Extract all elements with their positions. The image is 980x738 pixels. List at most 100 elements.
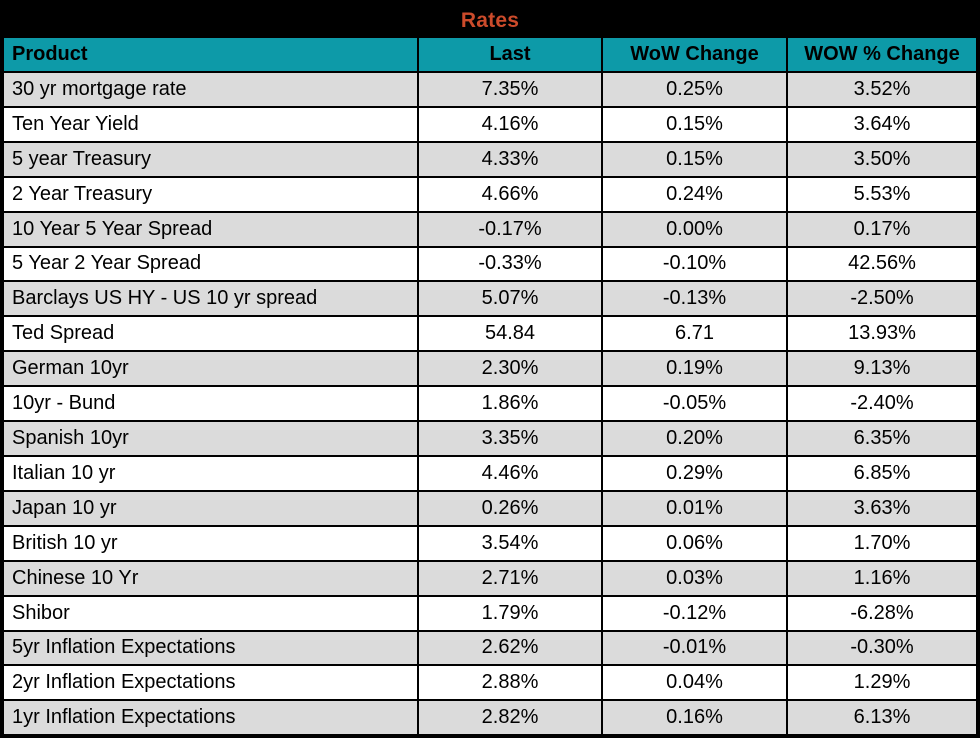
table-row: 5 Year 2 Year Spread -0.33% -0.10% 42.56% (4, 245, 976, 283)
cell-last: -0.17% (417, 210, 603, 248)
cell-wow-pct-change: 3.64% (786, 105, 976, 143)
cell-wow-change: 6.71 (601, 315, 788, 353)
table-body: 30 yr mortgage rate 7.35% 0.25% 3.52% Ten Ye… (4, 71, 976, 734)
cell-product: British 10 yr (4, 524, 419, 562)
cell-product: Barclays US HY - US 10 yr spread (4, 280, 419, 318)
cell-last: 2.30% (417, 350, 603, 388)
cell-wow-change: 0.19% (601, 350, 788, 388)
cell-product: 10 Year 5 Year Spread (4, 210, 419, 248)
cell-last: 1.79% (417, 594, 603, 632)
cell-product: 2yr Inflation Expectations (4, 664, 419, 702)
cell-wow-pct-change: 3.63% (786, 489, 976, 527)
column-header-last: Last (417, 38, 603, 73)
table-row: Barclays US HY - US 10 yr spread 5.07% -0.… (4, 280, 976, 318)
cell-last: 0.26% (417, 489, 603, 527)
table-title: Rates (4, 4, 976, 38)
cell-last: 5.07% (417, 280, 603, 318)
cell-wow-pct-change: 1.29% (786, 664, 976, 702)
table-row: 5yr Inflation Expectations 2.62% -0.01% -0.… (4, 629, 976, 667)
table-row: Japan 10 yr 0.26% 0.01% 3.63% (4, 489, 976, 527)
table-row: Spanish 10yr 3.35% 0.20% 6.35% (4, 420, 976, 457)
cell-wow-change: -0.10% (601, 245, 788, 283)
cell-wow-change: -0.13% (601, 280, 788, 318)
cell-product: Ted Spread (4, 315, 419, 353)
table-row: 30 yr mortgage rate 7.35% 0.25% 3.52% (4, 71, 976, 108)
cell-last: 3.54% (417, 524, 603, 562)
table-row: 2yr Inflation Expectations 2.88% 0.04% 1.29… (4, 664, 976, 702)
column-header-wow-change: WoW Change (601, 38, 788, 73)
cell-wow-change: 0.00% (601, 210, 788, 248)
cell-wow-pct-change: 6.85% (786, 454, 976, 492)
cell-last: 2.71% (417, 559, 603, 597)
cell-wow-change: 0.24% (601, 175, 788, 213)
cell-product: Chinese 10 Yr (4, 559, 419, 597)
cell-product: 5 Year 2 Year Spread (4, 245, 419, 283)
cell-wow-change: 0.03% (601, 559, 788, 597)
cell-last: 4.66% (417, 175, 603, 213)
cell-wow-change: -0.05% (601, 385, 788, 423)
table-row: Italian 10 yr 4.46% 0.29% 6.85% (4, 454, 976, 492)
cell-last: -0.33% (417, 245, 603, 283)
cell-wow-pct-change: 9.13% (786, 350, 976, 388)
cell-wow-pct-change: 6.13% (786, 699, 976, 734)
table-row: Shibor 1.79% -0.12% -6.28% (4, 594, 976, 632)
cell-wow-pct-change: 0.17% (786, 210, 976, 248)
table-row: 2 Year Treasury 4.66% 0.24% 5.53% (4, 175, 976, 213)
cell-wow-pct-change: -0.30% (786, 629, 976, 667)
table-row: 1yr Inflation Expectations 2.82% 0.16% 6.13… (4, 699, 976, 734)
cell-last: 2.82% (417, 699, 603, 734)
cell-wow-change: 0.15% (601, 140, 788, 178)
cell-wow-change: 0.16% (601, 699, 788, 734)
cell-product: 2 Year Treasury (4, 175, 419, 213)
cell-last: 2.62% (417, 629, 603, 667)
cell-last: 54.84 (417, 315, 603, 353)
column-header-product: Product (4, 38, 419, 73)
table-row: German 10yr 2.30% 0.19% 9.13% (4, 350, 976, 388)
cell-product: 1yr Inflation Expectations (4, 699, 419, 734)
cell-product: Ten Year Yield (4, 105, 419, 143)
rates-data-table: Product Last WoW Change WOW % Change 30 yr … (4, 38, 976, 734)
cell-last: 3.35% (417, 420, 603, 457)
table-row: Chinese 10 Yr 2.71% 0.03% 1.16% (4, 559, 976, 597)
cell-wow-change: 0.20% (601, 420, 788, 457)
cell-wow-pct-change: -2.50% (786, 280, 976, 318)
cell-wow-pct-change: 1.70% (786, 524, 976, 562)
cell-product: 10yr - Bund (4, 385, 419, 423)
cell-wow-pct-change: 3.50% (786, 140, 976, 178)
cell-product: Shibor (4, 594, 419, 632)
cell-last: 2.88% (417, 664, 603, 702)
cell-last: 4.16% (417, 105, 603, 143)
cell-product: 30 yr mortgage rate (4, 71, 419, 108)
cell-product: Spanish 10yr (4, 420, 419, 457)
cell-wow-pct-change: -6.28% (786, 594, 976, 632)
cell-wow-change: -0.12% (601, 594, 788, 632)
cell-wow-change: 0.25% (601, 71, 788, 108)
table-row: Ted Spread 54.84 6.71 13.93% (4, 315, 976, 353)
cell-product: Japan 10 yr (4, 489, 419, 527)
header-row: Product Last WoW Change WOW % Change (4, 38, 976, 73)
cell-wow-change: -0.01% (601, 629, 788, 667)
cell-product: German 10yr (4, 350, 419, 388)
cell-wow-pct-change: 13.93% (786, 315, 976, 353)
cell-wow-change: 0.01% (601, 489, 788, 527)
cell-last: 1.86% (417, 385, 603, 423)
cell-wow-change: 0.29% (601, 454, 788, 492)
cell-product: 5yr Inflation Expectations (4, 629, 419, 667)
table-row: Ten Year Yield 4.16% 0.15% 3.64% (4, 105, 976, 143)
cell-wow-change: 0.06% (601, 524, 788, 562)
cell-wow-change: 0.15% (601, 105, 788, 143)
table-row: 10 Year 5 Year Spread -0.17% 0.00% 0.17% (4, 210, 976, 248)
cell-wow-change: 0.04% (601, 664, 788, 702)
cell-wow-pct-change: 6.35% (786, 420, 976, 457)
cell-wow-pct-change: 42.56% (786, 245, 976, 283)
cell-wow-pct-change: 1.16% (786, 559, 976, 597)
cell-last: 4.46% (417, 454, 603, 492)
cell-product: Italian 10 yr (4, 454, 419, 492)
table-row: 10yr - Bund 1.86% -0.05% -2.40% (4, 385, 976, 423)
cell-wow-pct-change: 3.52% (786, 71, 976, 108)
column-header-wow-pct-change: WOW % Change (786, 38, 976, 73)
table-row: British 10 yr 3.54% 0.06% 1.70% (4, 524, 976, 562)
cell-wow-pct-change: 5.53% (786, 175, 976, 213)
table-row: 5 year Treasury 4.33% 0.15% 3.50% (4, 140, 976, 178)
